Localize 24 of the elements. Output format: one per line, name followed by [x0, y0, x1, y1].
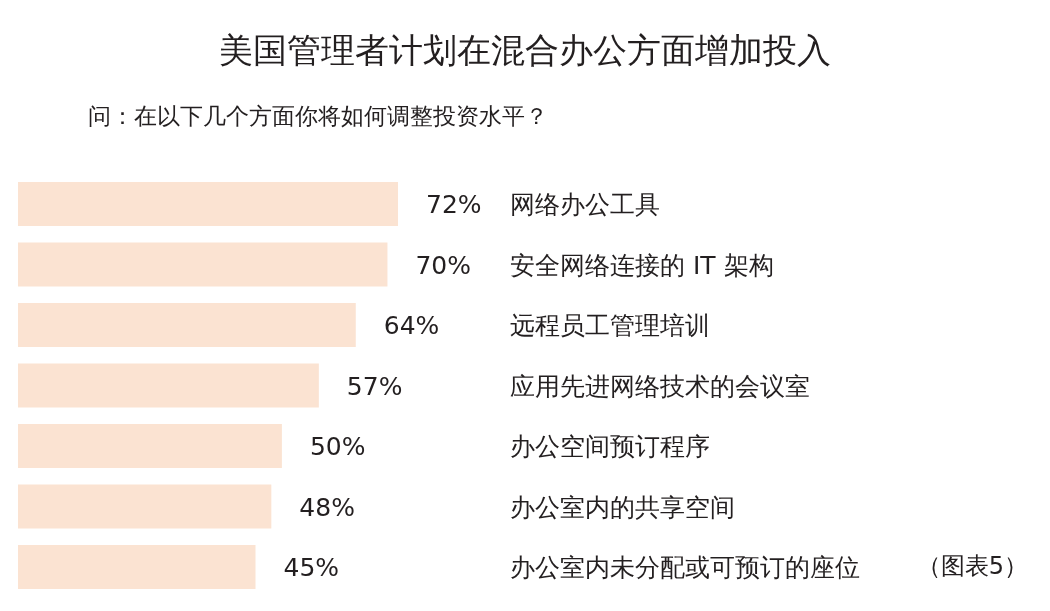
y-tick-label: 办公空间预订程序 [510, 432, 710, 461]
y-tick-label: 应用先进网络技术的会议室 [510, 371, 810, 401]
text: 美国管理者计划在混合办公方面增加投入 [219, 30, 831, 70]
data-label: 50% [309, 432, 366, 461]
chart-subtitle: 问：在以下几个方面你将如何调整投资水平？ [88, 103, 548, 129]
text: （图表5） [916, 552, 1028, 580]
data-label: 72% [426, 190, 482, 219]
bar [18, 424, 282, 468]
data-label: 70% [415, 250, 472, 280]
y-tick-label: 网络办公工具 [510, 190, 660, 219]
bar [18, 242, 388, 287]
y-tick-label: 办公室内未分配或可预订的座位 [510, 553, 860, 582]
data-label: 64% [383, 311, 440, 340]
y-tick-label: 办公室内的共享空间 [510, 492, 735, 522]
y-tick-label: 远程员工管理培训 [510, 311, 710, 340]
data-label: 57% [346, 371, 403, 401]
data-label: 45% [283, 553, 340, 582]
data-label: 48% [299, 492, 355, 522]
bar [18, 363, 319, 408]
bar [18, 545, 256, 589]
y-tick-label: 安全网络连接的 IT 架构 [510, 250, 774, 280]
bar [18, 182, 398, 226]
bar [18, 484, 272, 529]
bar [18, 303, 356, 347]
